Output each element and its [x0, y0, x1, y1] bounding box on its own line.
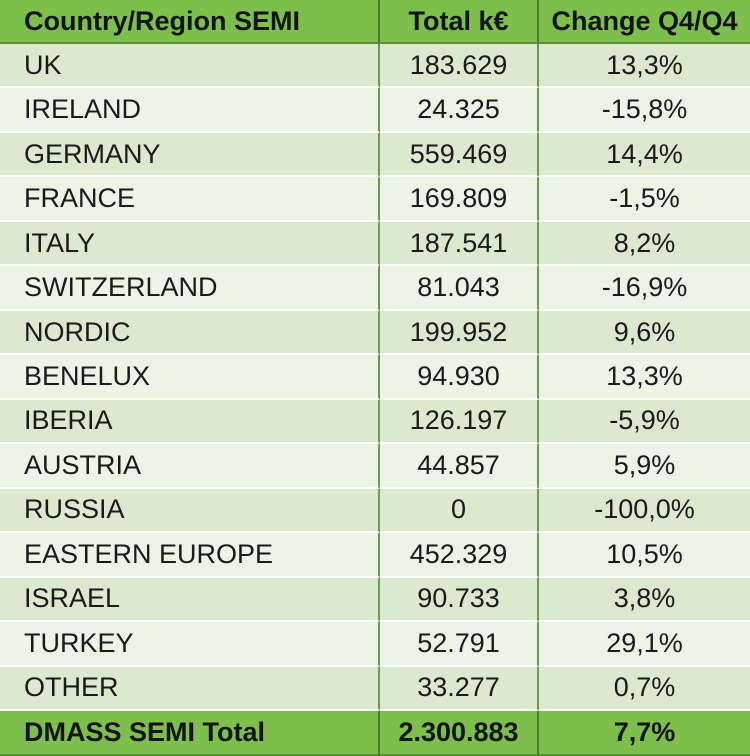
- change-cell: -5,9%: [539, 399, 750, 445]
- country-region-cell: IRELAND: [0, 88, 380, 133]
- total-cell: 90.733: [380, 577, 539, 623]
- total-value: 2.300.883: [380, 711, 539, 756]
- change-cell: -15,8%: [539, 88, 750, 133]
- total-label: DMASS SEMI Total: [0, 711, 380, 756]
- change-cell: 0,7%: [539, 666, 750, 712]
- total-cell: 81.043: [380, 266, 539, 311]
- change-cell: 10,5%: [539, 533, 750, 578]
- change-cell: -1,5%: [539, 177, 750, 222]
- total-change: 7,7%: [539, 711, 750, 756]
- total-cell: 199.952: [380, 310, 539, 356]
- country-region-cell: UK: [0, 44, 380, 89]
- change-cell: 9,6%: [539, 310, 750, 356]
- country-region-cell: EASTERN EUROPE: [0, 533, 380, 578]
- header-country-region: Country/Region SEMI: [0, 0, 380, 44]
- total-cell: 52.791: [380, 622, 539, 667]
- change-cell: 13,3%: [539, 44, 750, 89]
- country-region-cell: SWITZERLAND: [0, 266, 380, 311]
- change-cell: 8,2%: [539, 221, 750, 267]
- total-cell: 0: [380, 488, 539, 534]
- total-cell: 44.857: [380, 444, 539, 489]
- country-region-cell: IBERIA: [0, 399, 380, 445]
- country-region-cell: TURKEY: [0, 622, 380, 667]
- change-cell: 3,8%: [539, 577, 750, 623]
- total-cell: 183.629: [380, 44, 539, 89]
- country-region-cell: AUSTRIA: [0, 444, 380, 489]
- country-region-cell: RUSSIA: [0, 488, 380, 534]
- country-region-cell: ITALY: [0, 221, 380, 267]
- total-cell: 169.809: [380, 177, 539, 222]
- country-region-cell: NORDIC: [0, 310, 380, 356]
- total-cell: 187.541: [380, 221, 539, 267]
- country-region-cell: ISRAEL: [0, 577, 380, 623]
- header-change: Change Q4/Q4: [539, 0, 750, 44]
- change-cell: 5,9%: [539, 444, 750, 489]
- country-region-cell: FRANCE: [0, 177, 380, 222]
- change-cell: 13,3%: [539, 355, 750, 400]
- total-cell: 94.930: [380, 355, 539, 400]
- total-cell: 33.277: [380, 666, 539, 712]
- change-cell: -100,0%: [539, 488, 750, 534]
- country-region-cell: GERMANY: [0, 132, 380, 178]
- total-cell: 126.197: [380, 399, 539, 445]
- change-cell: 29,1%: [539, 622, 750, 667]
- header-total: Total k€: [380, 0, 539, 44]
- total-cell: 452.329: [380, 533, 539, 578]
- change-cell: 14,4%: [539, 132, 750, 178]
- total-cell: 559.469: [380, 132, 539, 178]
- country-region-cell: OTHER: [0, 666, 380, 712]
- country-region-cell: BENELUX: [0, 355, 380, 400]
- change-cell: -16,9%: [539, 266, 750, 311]
- total-cell: 24.325: [380, 88, 539, 133]
